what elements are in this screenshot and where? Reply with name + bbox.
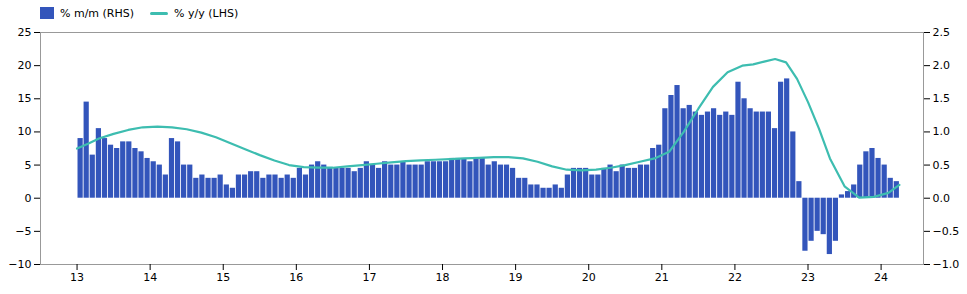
svg-text:19: 19 [509, 271, 523, 284]
svg-text:−1.0: −1.0 [933, 258, 960, 271]
svg-text:20: 20 [18, 59, 32, 72]
svg-text:17: 17 [362, 271, 376, 284]
svg-text:0: 0 [25, 192, 32, 205]
svg-text:21: 21 [655, 271, 669, 284]
svg-text:16: 16 [289, 271, 303, 284]
svg-text:0.5: 0.5 [933, 159, 951, 172]
svg-text:23: 23 [801, 271, 815, 284]
svg-text:2.0: 2.0 [933, 59, 951, 72]
svg-text:15: 15 [18, 92, 32, 105]
svg-text:0.0: 0.0 [933, 192, 951, 205]
svg-text:25: 25 [18, 26, 32, 39]
svg-text:−5: −5 [15, 225, 31, 238]
html-text:% y/y (LHS): % y/y (LHS) [174, 6, 239, 20]
svg-text:22: 22 [728, 271, 742, 284]
html-text:% m/m (RHS): % m/m (RHS) [60, 6, 135, 20]
svg-text:20: 20 [582, 271, 596, 284]
svg-text:2.5: 2.5 [933, 26, 951, 39]
svg-text:−0.5: −0.5 [933, 225, 960, 238]
svg-text:15: 15 [216, 271, 230, 284]
svg-text:1.5: 1.5 [933, 92, 951, 105]
svg-text:18: 18 [436, 271, 450, 284]
svg-text:10: 10 [18, 125, 32, 138]
svg-text:−10: −10 [8, 258, 31, 271]
svg-text:14: 14 [143, 271, 157, 284]
svg-text:5: 5 [25, 159, 32, 172]
svg-text:13: 13 [70, 271, 84, 284]
svg-text:24: 24 [874, 271, 888, 284]
svg-text:1.0: 1.0 [933, 125, 951, 138]
